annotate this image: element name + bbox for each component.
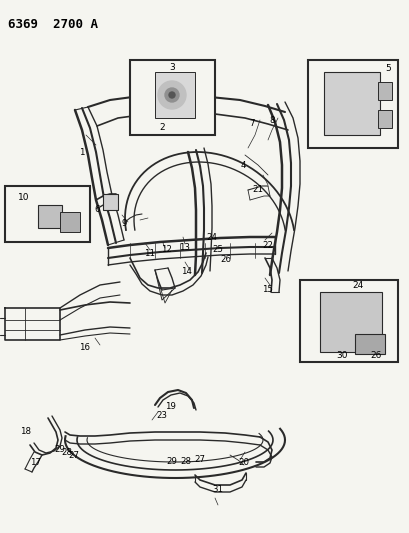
Text: 17: 17 [30,458,41,467]
Text: 14: 14 [181,268,192,277]
Text: 10: 10 [18,192,30,201]
Bar [319,292,381,352]
Text: 26: 26 [220,255,231,264]
Text: 2: 2 [159,123,164,132]
Text: 26: 26 [369,351,381,360]
Text: 13: 13 [179,244,190,253]
Text: 31: 31 [212,486,223,495]
Text: 8: 8 [269,116,274,125]
Text: 3: 3 [169,62,175,71]
Bar [60,212,80,232]
Text: 29: 29 [54,446,65,455]
Text: 28: 28 [61,448,72,457]
Bar [5,186,90,242]
Text: 7: 7 [249,118,254,127]
Text: 19: 19 [164,402,175,411]
Text: 16: 16 [79,343,90,352]
Text: 6: 6 [94,206,99,214]
Text: 18: 18 [20,427,31,437]
Text: 27: 27 [68,451,79,461]
Text: 1: 1 [79,148,85,157]
Bar [307,60,397,148]
Text: 23: 23 [156,411,167,421]
Bar [155,72,195,118]
Text: 22: 22 [262,240,273,249]
Circle shape [169,92,175,98]
Text: 30: 30 [335,351,347,360]
Text: 12: 12 [161,246,172,254]
Text: 24: 24 [351,281,363,290]
Text: 29: 29 [166,457,177,466]
Text: 9: 9 [121,220,126,229]
Text: 24: 24 [206,233,217,243]
Bar [323,72,379,135]
Text: 6369  2700 A: 6369 2700 A [8,18,98,31]
Bar [38,205,62,228]
Bar [299,280,397,362]
Text: 15: 15 [262,286,273,295]
Bar [103,194,118,210]
Text: 28: 28 [180,457,191,466]
Bar [377,82,391,100]
Bar [377,110,391,128]
Bar [130,60,214,135]
Text: 21: 21 [252,185,263,195]
Text: 4: 4 [240,160,245,169]
Text: 5: 5 [384,63,390,72]
Circle shape [157,81,186,109]
Bar [354,334,384,354]
Text: 25: 25 [212,246,223,254]
Text: 20: 20 [238,458,249,467]
Text: 11: 11 [144,249,155,259]
Circle shape [164,88,179,102]
Text: 27: 27 [194,456,205,464]
